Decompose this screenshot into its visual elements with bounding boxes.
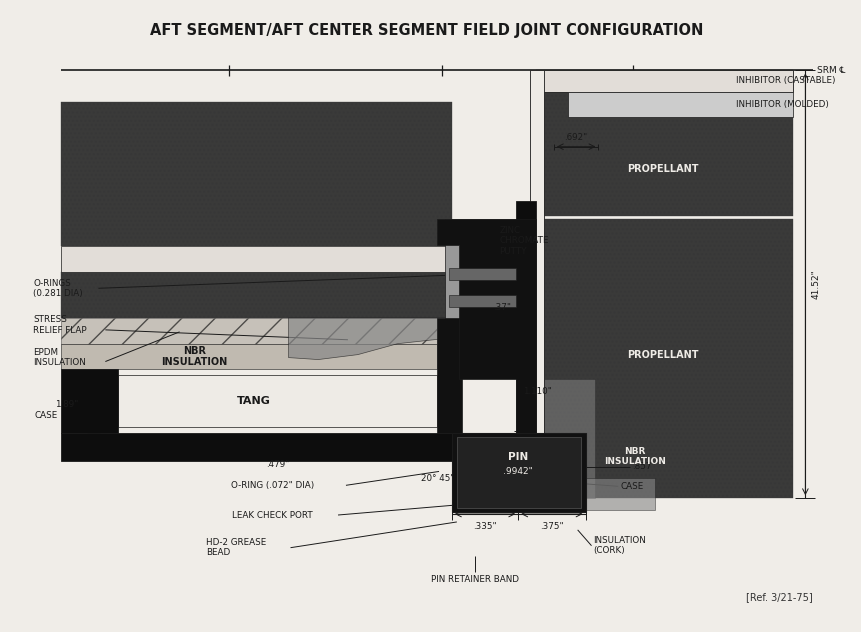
Text: NBR
INSULATION: NBR INSULATION	[604, 447, 666, 466]
Text: EPDM
INSULATION: EPDM INSULATION	[33, 348, 86, 367]
Text: SRM ℄: SRM ℄	[817, 66, 846, 75]
Text: TANG: TANG	[237, 396, 271, 406]
Polygon shape	[61, 102, 452, 246]
Text: .692": .692"	[564, 133, 587, 142]
Text: .335": .335"	[473, 522, 497, 531]
Text: PROPELLANT: PROPELLANT	[627, 164, 698, 174]
Text: PIN: PIN	[508, 452, 529, 461]
Polygon shape	[61, 272, 452, 318]
Text: CASE: CASE	[34, 411, 58, 420]
Text: PIN RETAINER BAND: PIN RETAINER BAND	[430, 575, 518, 584]
Text: CASE: CASE	[620, 482, 643, 491]
Text: .375": .375"	[540, 522, 564, 531]
Polygon shape	[61, 272, 452, 318]
Text: NBR
INSULATION: NBR INSULATION	[161, 346, 227, 367]
Polygon shape	[457, 437, 580, 508]
Polygon shape	[536, 70, 794, 92]
Text: PROPELLANT: PROPELLANT	[627, 349, 698, 360]
Text: ZINC
CHROMATE
PUTTY: ZINC CHROMATE PUTTY	[499, 226, 549, 256]
Text: 1.89": 1.89"	[55, 399, 78, 409]
Polygon shape	[118, 375, 437, 427]
Text: 1.110": 1.110"	[523, 387, 552, 396]
Text: AFT SEGMENT/AFT CENTER SEGMENT FIELD JOINT CONFIGURATION: AFT SEGMENT/AFT CENTER SEGMENT FIELD JOI…	[151, 23, 703, 38]
Polygon shape	[567, 92, 794, 117]
Polygon shape	[61, 318, 437, 344]
Text: .9942": .9942"	[504, 467, 533, 476]
Text: HD-2 GREASE
BEAD: HD-2 GREASE BEAD	[207, 538, 267, 557]
Text: INSULATION
(CORK): INSULATION (CORK)	[593, 536, 647, 556]
Text: [Ref. 3/21-75]: [Ref. 3/21-75]	[746, 592, 813, 602]
Polygon shape	[544, 219, 794, 498]
Polygon shape	[61, 370, 118, 433]
Polygon shape	[288, 318, 452, 360]
Text: 20° 45': 20° 45'	[421, 474, 453, 483]
Text: .479": .479"	[266, 459, 289, 468]
Polygon shape	[536, 70, 794, 216]
Polygon shape	[452, 433, 585, 512]
Polygon shape	[517, 201, 536, 510]
Text: INHIBITOR (MOLDED): INHIBITOR (MOLDED)	[736, 100, 829, 109]
Text: O-RING (.072" DIA): O-RING (.072" DIA)	[231, 481, 314, 490]
Text: O-RINGS
(0.281 DIA): O-RINGS (0.281 DIA)	[33, 279, 83, 298]
Polygon shape	[449, 295, 517, 307]
Text: .37": .37"	[493, 303, 511, 312]
Polygon shape	[61, 344, 437, 370]
Polygon shape	[536, 70, 794, 216]
Polygon shape	[61, 433, 461, 461]
Text: STRESS
RELIEF FLAP: STRESS RELIEF FLAP	[33, 315, 87, 334]
Polygon shape	[437, 318, 461, 433]
Polygon shape	[61, 246, 452, 272]
Polygon shape	[437, 219, 536, 510]
Polygon shape	[544, 219, 794, 498]
Polygon shape	[544, 379, 596, 498]
Polygon shape	[449, 269, 517, 281]
Polygon shape	[530, 70, 544, 508]
Polygon shape	[445, 219, 532, 349]
Text: INHIBITOR (CASTABLE): INHIBITOR (CASTABLE)	[736, 76, 835, 85]
Polygon shape	[585, 478, 655, 510]
Text: LEAK CHECK PORT: LEAK CHECK PORT	[232, 511, 313, 520]
Text: 41.52": 41.52"	[811, 269, 821, 299]
Polygon shape	[61, 102, 452, 246]
Text: .857": .857"	[632, 462, 656, 471]
